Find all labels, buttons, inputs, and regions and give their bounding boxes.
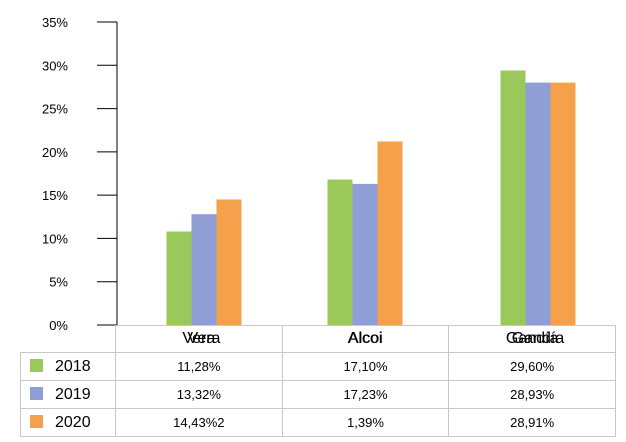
- bar-2018-Gandía: [500, 70, 526, 325]
- table-cell: 14,43%2: [115, 408, 283, 437]
- bar-2019-Vera: [191, 214, 217, 325]
- bar-2020-Gandía: [550, 82, 576, 325]
- table-header-cell: Alcoi: [281, 325, 450, 353]
- bar-2019-Gandía: [525, 82, 551, 325]
- legend-entry: 2018: [20, 352, 116, 381]
- table-cell: 13,32%: [115, 380, 283, 409]
- legend-label: 2020: [55, 413, 91, 431]
- table-header-cell: Vera: [115, 325, 283, 353]
- table-corner: [21, 326, 116, 353]
- table-cell: 1,39%: [281, 408, 450, 437]
- table-cell: 28,93%: [448, 380, 616, 409]
- legend-entry: 2019: [20, 380, 116, 409]
- table-row: 2019 13,32% 17,23% 28,93%: [20, 380, 616, 409]
- table-row: 2018 11,28% 17,10% 29,60%: [20, 352, 616, 381]
- y-axis: 0% 5% 10% 15% 20% 25% 30% 35%: [42, 15, 118, 333]
- table-row: 2020 14,43%2 1,39% 28,91%: [20, 408, 616, 437]
- legend-swatch: [30, 414, 43, 428]
- bar-2018-Alcoi: [327, 179, 353, 325]
- table-header-cell: Gandía: [448, 325, 616, 353]
- bar-2018-Vera: [166, 231, 192, 325]
- data-table: Vera Alcoi Gandía 2018 11,28% 17,10% 29,60% 201…: [20, 325, 616, 437]
- y-tick-label: 5%: [49, 275, 68, 290]
- bar-2020-Vera: [216, 199, 242, 325]
- y-tick-label: 10%: [42, 231, 68, 246]
- legend-label: 2018: [55, 357, 91, 375]
- table-cell: 11,28%: [115, 352, 283, 381]
- legend-swatch: [30, 358, 43, 372]
- legend-swatch: [30, 386, 43, 400]
- y-tick-label: 35%: [42, 15, 68, 30]
- table-cell: 28,91%: [448, 408, 616, 437]
- bar-2019-Alcoi: [352, 183, 378, 325]
- legend-label: 2019: [55, 385, 91, 403]
- table-header-row: Vera Alcoi Gandía: [21, 325, 616, 353]
- bar-2020-Alcoi: [377, 141, 403, 325]
- table-cell: 17,10%: [281, 352, 450, 381]
- y-tick-label: 15%: [42, 188, 68, 203]
- table-cell: 29,60%: [448, 352, 616, 381]
- legend-entry: 2020: [20, 408, 116, 437]
- y-tick-label: 20%: [42, 145, 68, 160]
- table-cell: 17,23%: [281, 380, 450, 409]
- y-tick-label: 25%: [42, 102, 68, 117]
- y-tick-label: 0%: [49, 318, 68, 333]
- y-tick-label: 30%: [42, 58, 68, 73]
- bars: [166, 70, 576, 325]
